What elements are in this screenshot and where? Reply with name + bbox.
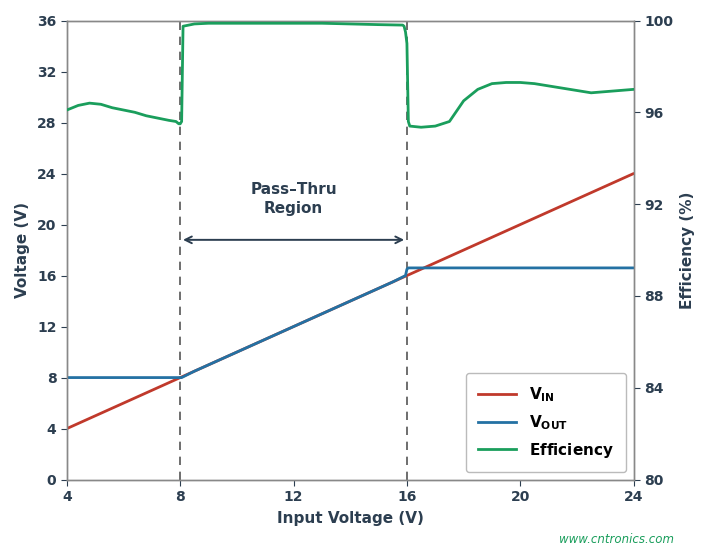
Text: www.cntronics.com: www.cntronics.com — [559, 533, 674, 546]
Legend: $\mathbf{V_{IN}}$, $\mathbf{V_{OUT}}$, $\mathbf{Efficiency}$: $\mathbf{V_{IN}}$, $\mathbf{V_{OUT}}$, $… — [466, 373, 626, 472]
X-axis label: Input Voltage (V): Input Voltage (V) — [277, 511, 424, 526]
Text: Pass–Thru
Region: Pass–Thru Region — [250, 182, 337, 216]
Y-axis label: Efficiency (%): Efficiency (%) — [680, 192, 695, 309]
Y-axis label: Voltage (V): Voltage (V) — [15, 202, 30, 298]
